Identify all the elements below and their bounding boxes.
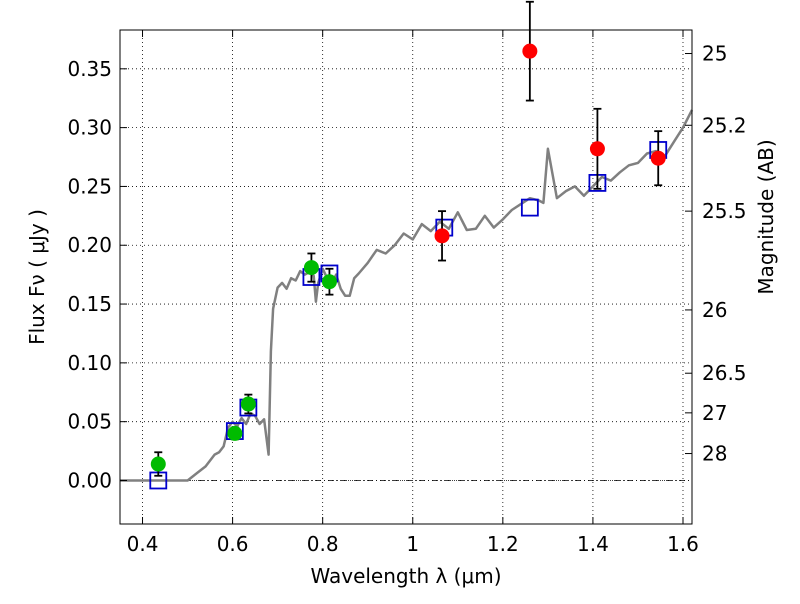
y-tick-label: 0.35: [67, 57, 112, 81]
x-tick-label: 1.4: [577, 532, 609, 556]
axis-ticks: 0.4 0.6 0.8 1 1.2 1.4 1.6 0.00 0.05 0.10 0.15 0.20 0…: [67, 30, 747, 556]
data-point: [434, 228, 450, 244]
model-photometry: [149, 141, 668, 490]
y2-tick-label: 27: [702, 401, 727, 425]
y-tick-label: 0.00: [67, 468, 112, 492]
y2-tick-label: 28: [702, 442, 727, 466]
y-tick-label: 0.05: [67, 410, 112, 434]
x-axis-label: Wavelength λ (μm): [310, 564, 501, 588]
plot-frame: [119, 29, 693, 525]
x-tick-label: 0.8: [307, 532, 339, 556]
data-point: [650, 150, 666, 166]
data-point: [522, 43, 538, 59]
model-photometry-square: [520, 198, 539, 217]
data-point: [150, 456, 166, 472]
observed-photometry: [150, 43, 666, 472]
x-tick-label: 0.6: [217, 532, 249, 556]
y2-tick-label: 25.2: [702, 113, 747, 137]
y2-axis-label: Magnitude (AB): [754, 139, 778, 294]
y2-tick-label: 25.5: [702, 199, 747, 223]
y2-tick-label: 26.5: [702, 361, 747, 385]
x-tick-label: 1.6: [667, 532, 699, 556]
data-point: [240, 396, 256, 412]
y-axis-label: Flux Fν ( μJy ): [25, 209, 49, 345]
x-tick-label: 1.2: [487, 532, 519, 556]
data-point: [321, 274, 337, 290]
x-tick-label: 0.4: [127, 532, 159, 556]
data-point: [303, 260, 319, 276]
y-tick-label: 0.30: [67, 116, 112, 140]
y-tick-label: 0.20: [67, 233, 112, 257]
data-point: [227, 425, 243, 441]
error-bars: [154, 0, 663, 477]
model-spectrum-line: [120, 109, 694, 482]
y2-tick-label: 25: [702, 42, 727, 66]
grid: [120, 30, 692, 524]
y-tick-label: 0.25: [67, 174, 112, 198]
model-spectrum: [120, 109, 694, 482]
y2-tick-label: 26: [702, 298, 727, 322]
x-tick-label: 1: [406, 532, 419, 556]
data-point: [589, 141, 605, 157]
y-tick-label: 0.15: [67, 292, 112, 316]
y-tick-label: 0.10: [67, 351, 112, 375]
